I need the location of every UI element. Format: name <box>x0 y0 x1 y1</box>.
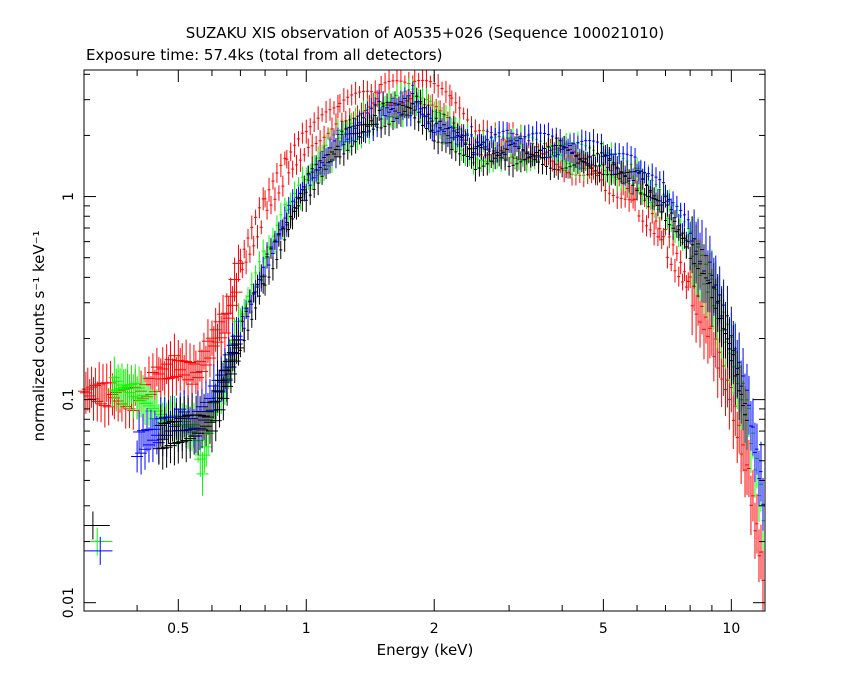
x-tick-label: 0.5 <box>167 621 189 637</box>
x-tick-label: 2 <box>430 621 439 637</box>
x-tick-label: 1 <box>302 621 311 637</box>
series-3 <box>152 87 749 470</box>
y-axis-label: normalized counts s⁻¹ keV⁻¹ <box>30 230 48 441</box>
axes-layer: 0.5 1 2 5 10 0.01 0.1 1 <box>61 70 765 637</box>
plot-frame <box>83 69 766 612</box>
x-tick-label: 10 <box>722 621 740 637</box>
y-tick-label: 0.1 <box>61 388 77 410</box>
series-2 <box>131 81 765 531</box>
x-tick-label: 5 <box>599 621 608 637</box>
legend-markers <box>84 511 113 565</box>
chart-title: SUZAKU XIS observation of A0535+026 (Seq… <box>186 24 664 42</box>
x-axis-label: Energy (keV) <box>377 641 474 659</box>
data-layer <box>78 70 765 611</box>
y-tick-label: 0.01 <box>61 587 77 618</box>
y-tick-label: 1 <box>61 192 77 201</box>
series-1 <box>106 78 765 551</box>
chart-subtitle: Exposure time: 57.4ks (total from all de… <box>86 46 442 64</box>
series-0 <box>78 70 765 611</box>
